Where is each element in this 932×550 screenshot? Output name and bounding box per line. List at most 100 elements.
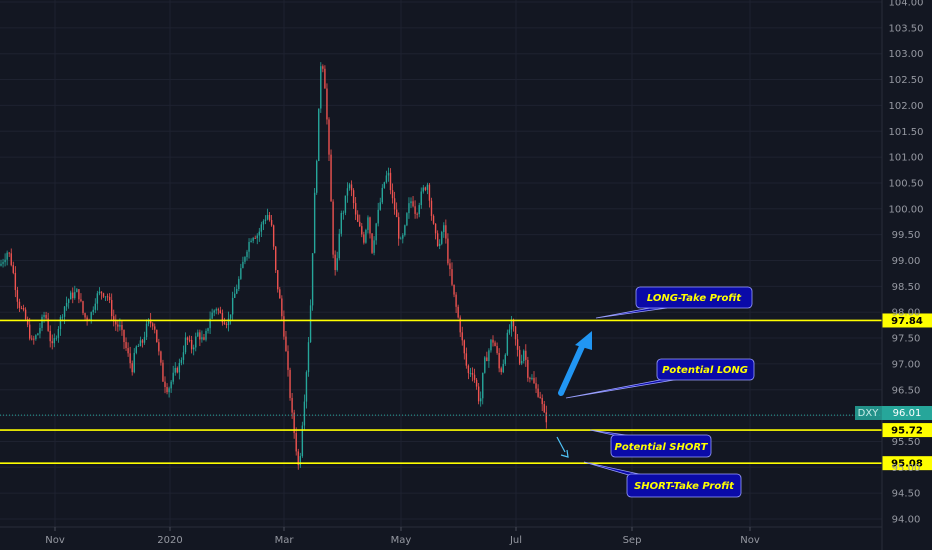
candle-body (22, 308, 25, 310)
candle-body (475, 379, 478, 387)
y-tick-label: 97.00 (892, 359, 921, 370)
candle-body (281, 298, 283, 317)
candle-body (47, 318, 49, 331)
candle-body (443, 225, 445, 233)
candle-body (385, 175, 388, 183)
candle-body (512, 319, 515, 327)
candle-body (41, 316, 43, 328)
y-tick-label: 104.00 (889, 0, 924, 9)
candle-body (100, 291, 103, 294)
candle-body (533, 377, 535, 384)
candle-body (432, 215, 435, 224)
callout-potential-long-text: Potential LONG (662, 365, 748, 376)
callout-long-take-profit-text: LONG-Take Profit (647, 293, 742, 304)
candle-body (84, 313, 86, 318)
candle-body (188, 339, 191, 341)
callout-long-take-profit: LONG-Take Profit (595, 286, 753, 319)
candle-body (402, 235, 404, 239)
candle-body (301, 425, 304, 457)
candle-body (104, 296, 107, 298)
candle-body (211, 312, 213, 319)
y-tick-label: 103.50 (889, 23, 924, 34)
y-tick-label: 102.50 (889, 75, 924, 86)
candle-body (121, 324, 123, 330)
candle-body (39, 327, 41, 334)
candle-body (398, 217, 400, 239)
candle-body (447, 238, 449, 264)
candle-body (309, 305, 312, 343)
candle-body (217, 309, 219, 311)
candle-body (272, 225, 275, 247)
candle-body (111, 300, 113, 317)
candle-body (305, 372, 308, 402)
candle-body (279, 289, 281, 299)
candle-body (307, 342, 310, 373)
y-tick-label: 101.50 (889, 127, 924, 138)
y-tick-label: 98.00 (892, 308, 921, 319)
callout-potential-long: Potential LONG (565, 358, 755, 399)
candle-body (117, 324, 119, 327)
candle-body (352, 190, 355, 204)
y-tick-label: 99.00 (892, 256, 921, 267)
candle-body (229, 314, 232, 319)
candle-body (535, 383, 537, 389)
candle-body (182, 352, 185, 360)
candle-body (277, 270, 279, 290)
callout-potential-short-text: Potential SHORT (615, 442, 709, 453)
candle-body (379, 202, 381, 210)
long-arrow (558, 331, 592, 396)
y-tick-label: 94.50 (892, 489, 921, 500)
candle-body (473, 374, 476, 380)
candle-body (506, 332, 509, 355)
candle-body (215, 309, 217, 311)
candle-body (227, 318, 230, 326)
horizontal-levels: 97.84 95.72 95.08 (0, 313, 932, 471)
candle-body (477, 386, 480, 402)
y-tick-label: 94.00 (892, 515, 921, 526)
candle-body (518, 349, 521, 364)
x-tick-label: Jul (509, 535, 522, 546)
candle-body (326, 88, 328, 120)
candle-body (115, 321, 117, 325)
candle-body (102, 293, 105, 297)
x-tick-label: Nov (740, 535, 760, 546)
candle-body (127, 348, 129, 354)
candle-body (510, 319, 513, 330)
candle-body (453, 284, 455, 295)
candle-body (166, 387, 168, 393)
candle-body (346, 188, 349, 196)
candle-body (299, 456, 301, 466)
candle-body (461, 332, 463, 341)
candle-body (108, 296, 111, 301)
candle-body (391, 190, 394, 199)
candle-body (387, 172, 390, 176)
candle-body (311, 253, 314, 306)
current-price-badge (882, 406, 932, 420)
candle-body (268, 214, 271, 221)
candle-body (270, 220, 273, 226)
x-tick-label: Sep (623, 535, 642, 546)
candle-body (395, 209, 398, 218)
candle-body (76, 289, 78, 293)
candle-body (147, 319, 150, 324)
candle-body (543, 404, 545, 413)
candle-body (256, 235, 258, 239)
candle-body (225, 324, 228, 326)
candle-body (365, 229, 367, 243)
candle-body (92, 309, 94, 313)
candle-body (514, 326, 517, 340)
candle-body (504, 354, 506, 364)
candle-body (260, 224, 263, 232)
candle-body (523, 350, 525, 362)
candle-body (359, 221, 361, 227)
candle-body (94, 303, 96, 310)
candle-body (322, 66, 324, 69)
candle-body (332, 201, 334, 255)
candle-body (373, 240, 375, 253)
candle-body (29, 324, 31, 339)
candle-body (43, 315, 45, 317)
candle-body (463, 340, 465, 354)
candle-body (367, 217, 369, 230)
candle-body (484, 357, 486, 373)
